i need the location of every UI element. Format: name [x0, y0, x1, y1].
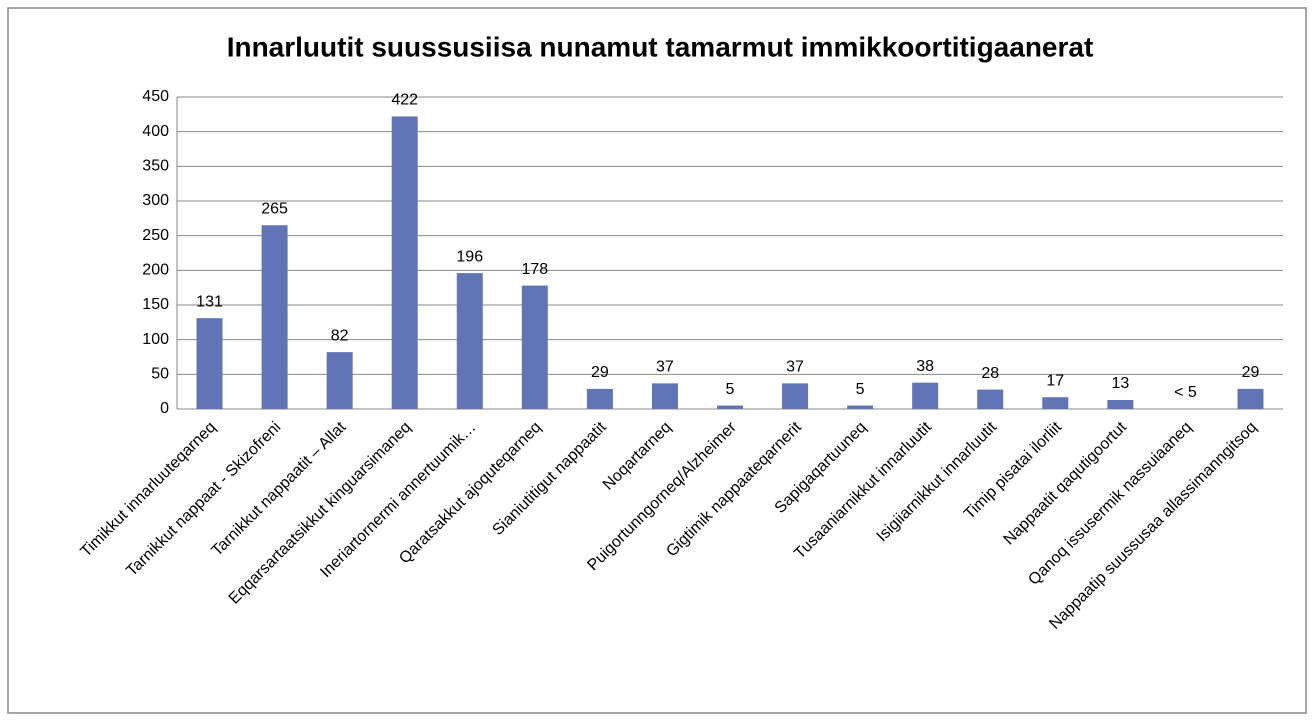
y-tick-label: 450 — [142, 88, 169, 105]
data-label: 422 — [391, 92, 418, 109]
bar — [651, 383, 678, 409]
y-tick-label: 400 — [142, 123, 169, 140]
data-label: 5 — [856, 381, 865, 398]
data-label: < 5 — [1174, 384, 1197, 401]
data-label: 5 — [726, 381, 735, 398]
y-tick-label: 50 — [151, 366, 169, 383]
bar — [847, 405, 874, 409]
chart-title: Innarluutit suussusiisa nunamut tamarmut… — [227, 31, 1094, 62]
data-label: 28 — [981, 365, 999, 382]
bar — [1107, 399, 1134, 409]
data-label: 82 — [331, 327, 349, 344]
data-label: 13 — [1111, 375, 1129, 392]
y-tick-label: 200 — [142, 262, 169, 279]
bar — [456, 273, 483, 409]
bar — [586, 388, 613, 409]
bar — [326, 352, 353, 409]
bar — [977, 389, 1004, 409]
data-label: 265 — [261, 200, 288, 217]
y-tick-label: 100 — [142, 331, 169, 348]
y-tick-label: 150 — [142, 296, 169, 313]
data-label: 131 — [196, 293, 223, 310]
data-label: 29 — [1242, 364, 1260, 381]
bar — [261, 225, 288, 409]
bar — [717, 405, 743, 409]
data-label: 17 — [1046, 372, 1064, 389]
y-tick-label: 0 — [160, 400, 169, 417]
chart-border — [7, 7, 1307, 714]
y-tick-label: 250 — [142, 227, 169, 244]
bar — [1042, 397, 1069, 409]
y-tick-label: 350 — [142, 158, 169, 175]
bar — [1237, 388, 1264, 409]
bar — [391, 116, 418, 409]
y-tick-label: 300 — [142, 192, 169, 209]
bar — [196, 318, 223, 409]
data-label: 29 — [591, 364, 609, 381]
bar — [782, 383, 809, 409]
bar — [912, 382, 939, 409]
data-label: 196 — [456, 248, 483, 265]
data-label: 38 — [916, 358, 934, 375]
bar — [521, 285, 548, 409]
data-label: 37 — [656, 359, 674, 376]
data-label: 178 — [521, 261, 548, 278]
data-label: 37 — [786, 359, 804, 376]
